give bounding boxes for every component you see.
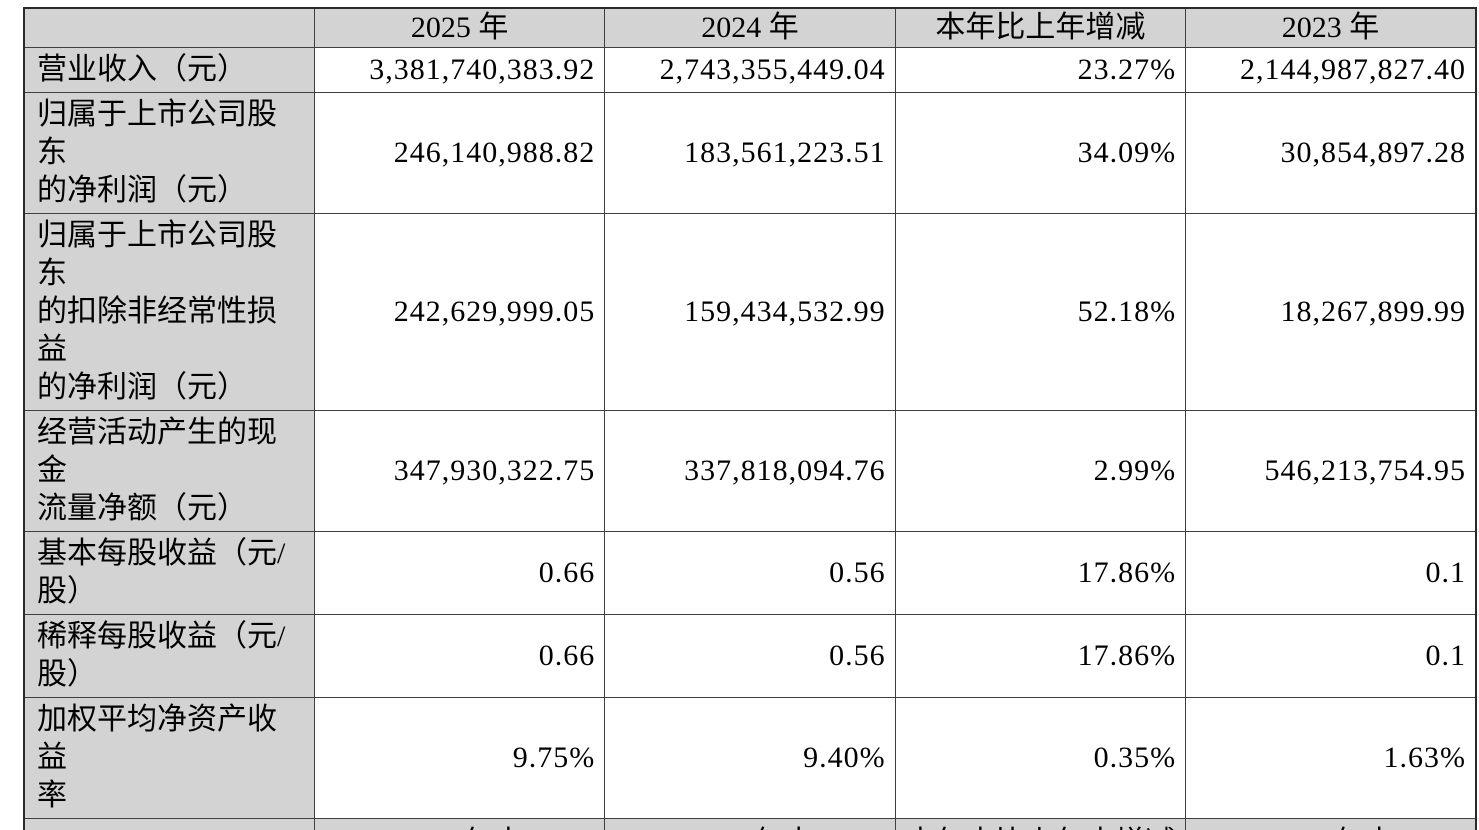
header-2024-end: 2024 年末 [604, 818, 896, 830]
value-change: 34.09% [894, 92, 1187, 214]
value-2023: 0.1 [1185, 614, 1477, 698]
value-2025: 242,629,999.05 [313, 213, 606, 411]
value-2023: 30,854,897.28 [1185, 92, 1477, 214]
row-label: 归属于上市公司股东 的净利润（元） [23, 92, 315, 214]
year-end-header-row: 2025 年末 2024 年末 本年末比上年末增减 2023 年末 [23, 818, 1477, 830]
value-change: 23.27% [894, 47, 1187, 93]
value-2023: 1.63% [1185, 697, 1477, 819]
header-2025-end: 2025 年末 [313, 818, 606, 830]
value-2024: 337,818,094.76 [604, 410, 896, 532]
financial-summary-table: 2025 年 2024 年 本年比上年增减 2023 年 营业收入（元） 3,3… [23, 7, 1477, 830]
row-label: 加权平均净资产收益 率 [23, 697, 315, 819]
value-2024: 0.56 [604, 531, 896, 615]
value-2025: 246,140,988.82 [313, 92, 606, 214]
header-2024: 2024 年 [604, 7, 896, 48]
row-label: 经营活动产生的现金 流量净额（元） [23, 410, 315, 532]
value-2024: 183,561,223.51 [604, 92, 896, 214]
header-yearend-change: 本年末比上年末增减 [894, 818, 1187, 830]
row-label: 基本每股收益（元/ 股） [23, 531, 315, 615]
table-row-net-profit-excl-nonrecurring: 归属于上市公司股东 的扣除非经常性损益 的净利润（元） 242,629,999.… [23, 213, 1477, 411]
header-2023: 2023 年 [1185, 7, 1477, 48]
value-2025: 0.66 [313, 614, 606, 698]
value-2025: 3,381,740,383.92 [313, 47, 606, 93]
value-2023: 0.1 [1185, 531, 1477, 615]
value-2025: 9.75% [313, 697, 606, 819]
value-2024: 9.40% [604, 697, 896, 819]
value-2024: 0.56 [604, 614, 896, 698]
header-yoy-change: 本年比上年增减 [894, 7, 1187, 48]
table-row-net-profit: 归属于上市公司股东 的净利润（元） 246,140,988.82 183,561… [23, 92, 1477, 214]
value-change: 0.35% [894, 697, 1187, 819]
table-row-weighted-avg-roe: 加权平均净资产收益 率 9.75% 9.40% 0.35% 1.63% [23, 697, 1477, 819]
value-2024: 2,743,355,449.04 [604, 47, 896, 93]
annual-header-row: 2025 年 2024 年 本年比上年增减 2023 年 [23, 7, 1477, 48]
value-change: 2.99% [894, 410, 1187, 532]
row-label: 稀释每股收益（元/ 股） [23, 614, 315, 698]
value-2025: 0.66 [313, 531, 606, 615]
value-2023: 546,213,754.95 [1185, 410, 1477, 532]
value-2024: 159,434,532.99 [604, 213, 896, 411]
value-change: 17.86% [894, 531, 1187, 615]
header-blank [23, 818, 315, 830]
value-change: 52.18% [894, 213, 1187, 411]
table-row-diluted-eps: 稀释每股收益（元/ 股） 0.66 0.56 17.86% 0.1 [23, 614, 1477, 698]
row-label: 归属于上市公司股东 的扣除非经常性损益 的净利润（元） [23, 213, 315, 411]
value-change: 17.86% [894, 614, 1187, 698]
table-row-operating-cash-flow: 经营活动产生的现金 流量净额（元） 347,930,322.75 337,818… [23, 410, 1477, 532]
value-2025: 347,930,322.75 [313, 410, 606, 532]
value-2023: 18,267,899.99 [1185, 213, 1477, 411]
header-2023-end: 2023 年末 [1185, 818, 1477, 830]
table-row-basic-eps: 基本每股收益（元/ 股） 0.66 0.56 17.86% 0.1 [23, 531, 1477, 615]
table-row-revenue: 营业收入（元） 3,381,740,383.92 2,743,355,449.0… [23, 47, 1477, 93]
header-blank [23, 7, 315, 48]
value-2023: 2,144,987,827.40 [1185, 47, 1477, 93]
header-2025: 2025 年 [313, 7, 606, 48]
row-label: 营业收入（元） [23, 47, 315, 93]
